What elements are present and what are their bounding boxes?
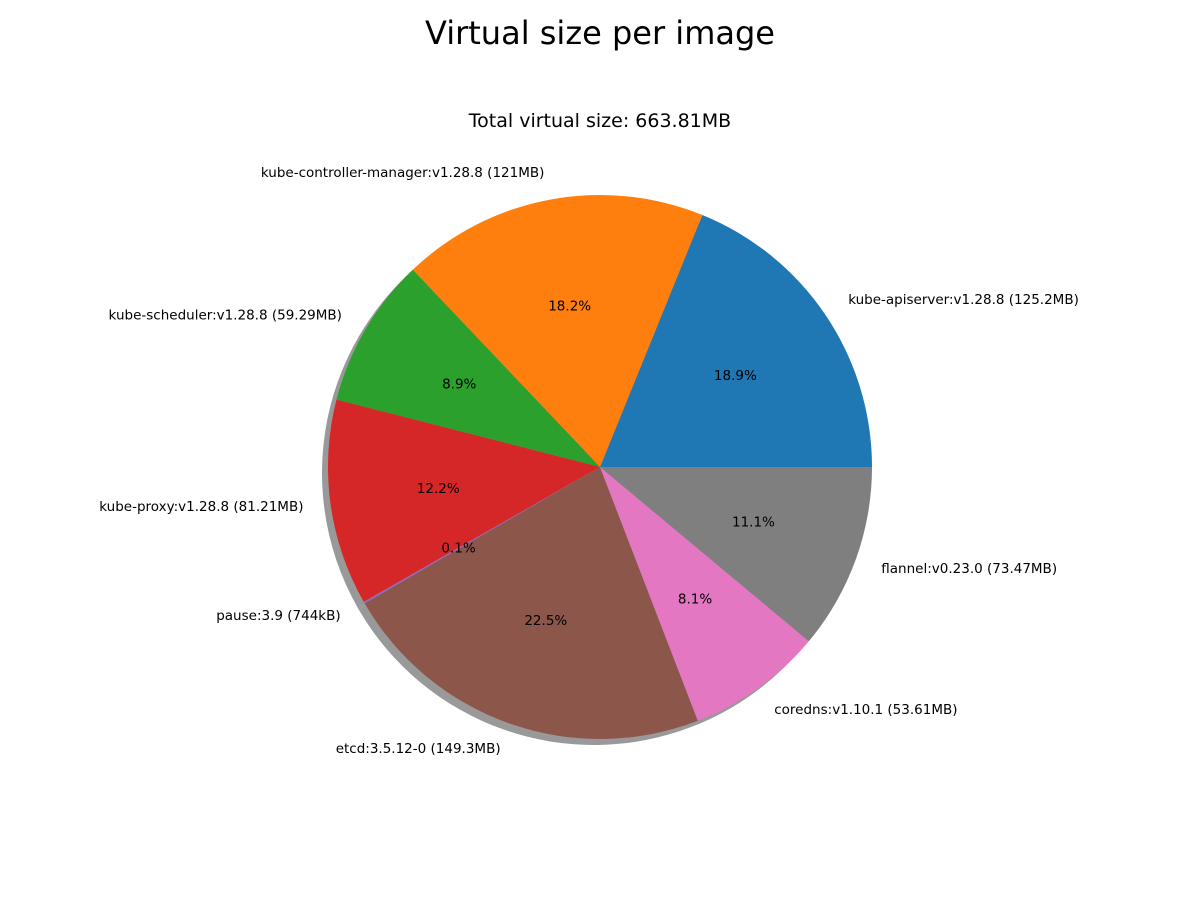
pie-slice — [363, 467, 600, 604]
slice-percent-label: 11.1% — [732, 515, 775, 531]
pie-slice — [336, 269, 600, 467]
pie-labels: kube-apiserver:v1.28.8 (125.2MB) 18.9% kub… — [99, 165, 1079, 757]
pie-slice — [328, 399, 600, 602]
chart-title: Virtual size per image — [425, 14, 775, 52]
slice-label: pause:3.9 (744kB) — [216, 608, 340, 624]
slice-percent-label: 0.1% — [441, 540, 475, 556]
slice-label: kube-scheduler:v1.28.8 (59.29MB) — [109, 308, 342, 324]
slice-percent-label: 18.2% — [548, 299, 591, 315]
slice-percent-label: 22.5% — [524, 613, 567, 629]
slice-label: kube-controller-manager:v1.28.8 (121MB) — [261, 165, 545, 181]
chart-subtitle: Total virtual size: 663.81MB — [468, 110, 731, 132]
pie-slice — [600, 214, 872, 467]
slice-label: kube-apiserver:v1.28.8 (125.2MB) — [848, 292, 1079, 308]
pie-slice — [600, 467, 872, 642]
pie-slice — [600, 467, 809, 721]
pie-slice — [412, 194, 703, 467]
slice-percent-label: 8.9% — [442, 376, 476, 392]
slice-label: coredns:v1.10.1 (53.61MB) — [774, 702, 957, 718]
pie-slice — [364, 467, 698, 739]
slice-percent-label: 18.9% — [714, 368, 757, 384]
slice-percent-label: 12.2% — [417, 481, 460, 497]
pie-slices — [328, 194, 872, 739]
slice-label: flannel:v0.23.0 (73.47MB) — [881, 561, 1057, 577]
slice-percent-label: 8.1% — [678, 592, 712, 608]
slice-label: etcd:3.5.12-0 (149.3MB) — [336, 741, 501, 757]
slice-label: kube-proxy:v1.28.8 (81.21MB) — [99, 499, 303, 515]
